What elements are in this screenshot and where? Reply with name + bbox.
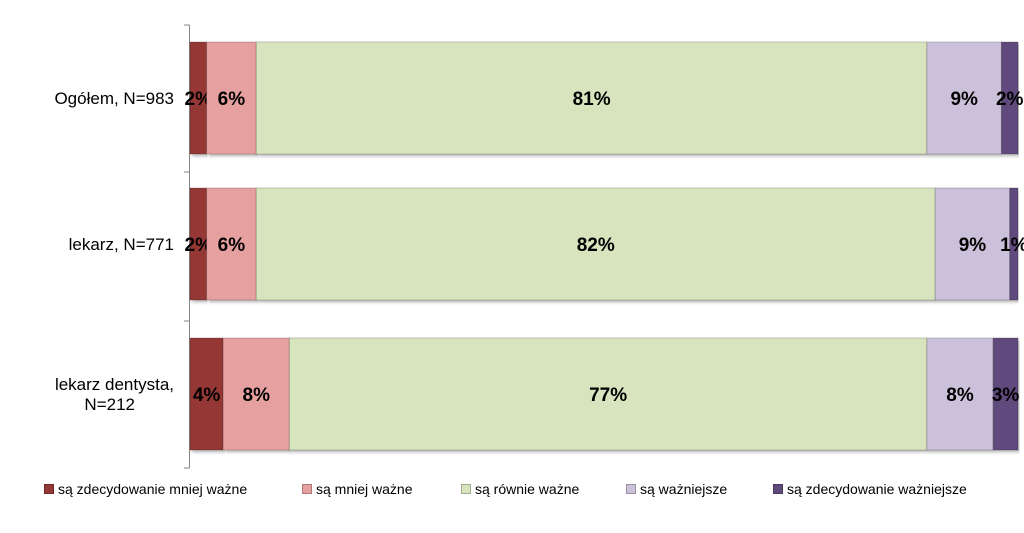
data-label: 1% xyxy=(1000,235,1024,256)
legend-label: są zdecydowanie mniej ważne xyxy=(58,481,248,497)
legend-swatch xyxy=(773,484,783,494)
category-label: lekarz, N=771 xyxy=(69,235,174,254)
bar-segment xyxy=(206,41,257,155)
legend-label: są równie ważne xyxy=(475,481,580,497)
bar-segment xyxy=(255,187,936,301)
legend-item: są ważniejsze xyxy=(626,481,727,497)
legend-label: są zdecydowanie ważniejsze xyxy=(787,481,967,497)
legend-label: są ważniejsze xyxy=(640,481,728,497)
bar-segment xyxy=(222,337,290,451)
data-label: 3% xyxy=(992,385,1020,406)
plot-area: Ogółem, N=983 2% 6% 81% 9% 2%lekarz, N=771 2% 6… xyxy=(54,24,1024,469)
bar-segment xyxy=(255,41,928,155)
category-label: lekarz dentysta, N=212 xyxy=(55,375,174,414)
data-label: 82% xyxy=(577,235,615,256)
bar-segment xyxy=(1000,41,1019,155)
data-label: 2% xyxy=(185,235,213,256)
bar-segment xyxy=(189,337,224,451)
bar-segment xyxy=(288,337,928,451)
data-label: 81% xyxy=(573,89,611,110)
legend-item: są zdecydowanie mniej ważne xyxy=(44,481,247,497)
data-label: 77% xyxy=(589,385,627,406)
category-label: Ogółem, N=983 xyxy=(54,89,174,108)
bar-segment xyxy=(992,337,1019,451)
data-label: 8% xyxy=(243,385,271,406)
legend-item: są zdecydowanie ważniejsze xyxy=(773,481,967,497)
bar-segment xyxy=(926,337,994,451)
legend: są zdecydowanie mniej ważne są mniej ważn… xyxy=(0,472,1024,502)
legend-item: są mniej ważne xyxy=(302,481,413,497)
legend-swatch xyxy=(302,484,312,494)
data-label: 9% xyxy=(950,89,978,110)
legend-swatch xyxy=(461,484,471,494)
data-label: 2% xyxy=(996,89,1024,110)
data-label: 6% xyxy=(218,89,246,110)
legend-swatch xyxy=(44,484,54,494)
legend-label: są mniej ważne xyxy=(316,481,413,497)
data-label: 6% xyxy=(218,235,246,256)
data-label: 9% xyxy=(959,235,987,256)
data-label: 8% xyxy=(946,385,974,406)
bar-segment xyxy=(206,187,257,301)
legend-item: są równie ważne xyxy=(461,481,579,497)
stacked-bar-chart: Ogółem, N=983 2% 6% 81% 9% 2%lekarz, N=771 2% 6… xyxy=(54,24,1024,469)
data-label: 4% xyxy=(193,385,221,406)
bar-segment xyxy=(934,187,1011,301)
bar-segment xyxy=(1009,187,1019,301)
data-label: 2% xyxy=(185,89,213,110)
legend-swatch xyxy=(626,484,636,494)
